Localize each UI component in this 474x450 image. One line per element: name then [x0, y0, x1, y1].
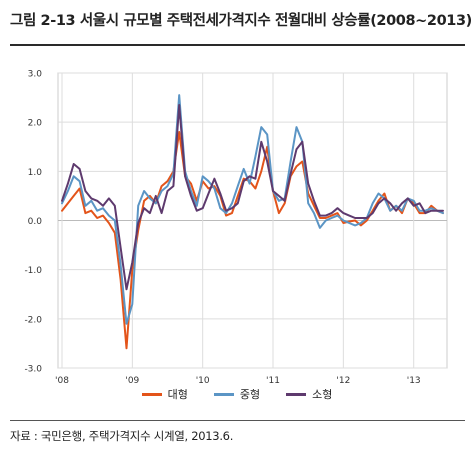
- chart-title: 그림 2-13 서울시 규모별 주택전세가격지수 전월대비 상승률(2008~2…: [10, 13, 472, 29]
- y-tick-label: -2.0: [24, 315, 42, 325]
- title-divider: [10, 44, 465, 46]
- x-tick-label: '11: [266, 376, 280, 386]
- x-tick-label: '12: [336, 376, 350, 386]
- y-tick-label: 2.0: [28, 119, 43, 129]
- series-line-medium: [61, 94, 444, 325]
- legend-item-medium: 중형: [213, 386, 261, 402]
- y-tick-label: -1.0: [24, 266, 42, 276]
- legend-item-small: 소형: [286, 386, 332, 402]
- y-tick-label: 1.0: [28, 168, 43, 178]
- series-line-small: [61, 104, 444, 291]
- x-tick-label: '09: [125, 376, 139, 386]
- legend-label-medium: 중형: [239, 388, 261, 401]
- x-tick-label: '13: [407, 376, 421, 386]
- legend-swatch-small: [286, 392, 307, 396]
- legend-swatch-medium: [213, 392, 234, 396]
- source-divider: [10, 420, 465, 421]
- y-tick-label: -3.0: [24, 365, 42, 375]
- x-tick-label: '08: [55, 376, 69, 386]
- y-tick-label: 3.0: [28, 70, 43, 80]
- legend-label-small: 소형: [312, 388, 333, 401]
- chart-legend: 대형 중형 소형: [0, 386, 474, 402]
- legend-swatch-large: [141, 392, 162, 396]
- legend-label-large: 대형: [167, 388, 188, 401]
- source-note: 자료 : 국민은행, 주택가격지수 시계열, 2013.6.: [10, 429, 234, 443]
- x-tick-label: '10: [196, 376, 210, 386]
- series-line-large: [61, 131, 444, 350]
- legend-item-large: 대형: [141, 386, 188, 402]
- y-tick-label: 0.0: [28, 217, 43, 227]
